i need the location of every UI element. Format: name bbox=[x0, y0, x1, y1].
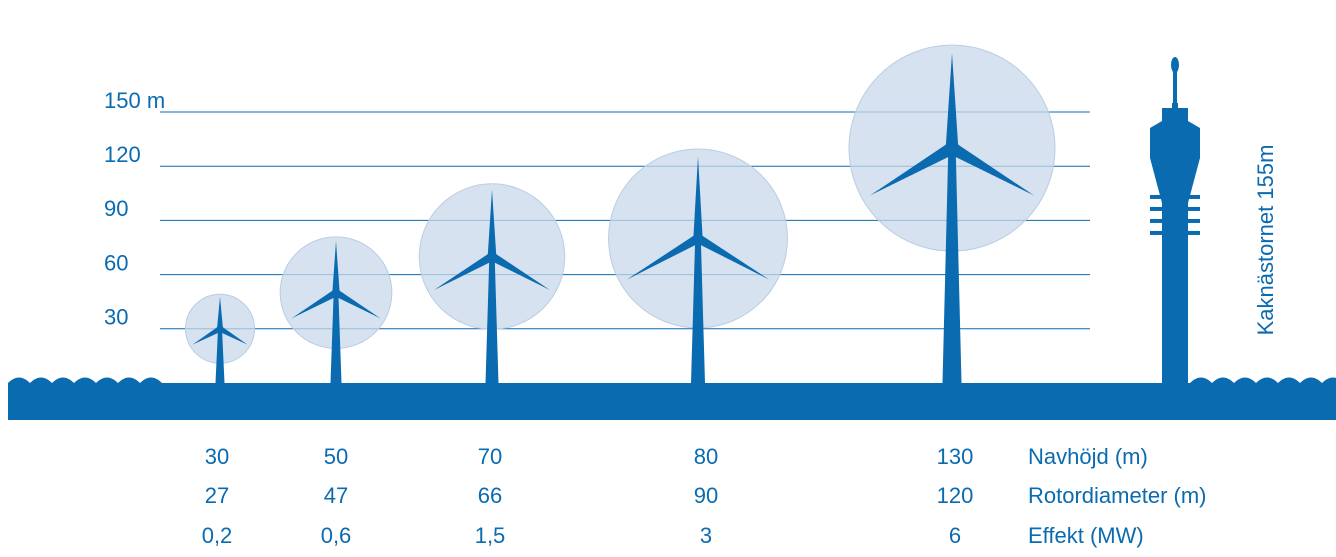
blade bbox=[489, 252, 550, 290]
blade bbox=[291, 289, 338, 319]
blade bbox=[192, 326, 222, 345]
hub bbox=[216, 325, 224, 332]
y-tick-label: 60 bbox=[104, 250, 128, 275]
table-value: 0,2 bbox=[202, 523, 233, 548]
antenna-top bbox=[1171, 56, 1179, 73]
blade bbox=[487, 189, 497, 257]
table-value: 0,6 bbox=[321, 523, 352, 548]
sea bbox=[8, 377, 1336, 420]
table-value: 6 bbox=[949, 523, 961, 548]
y-tick-label: 90 bbox=[104, 196, 128, 221]
antenna bbox=[1173, 57, 1177, 103]
blade bbox=[332, 241, 340, 293]
table-value: 120 bbox=[937, 483, 974, 508]
tower bbox=[1150, 102, 1200, 383]
blade bbox=[626, 234, 701, 280]
mast bbox=[942, 148, 962, 383]
tower-rib bbox=[1150, 218, 1200, 223]
blade bbox=[693, 156, 703, 239]
hub bbox=[487, 251, 497, 262]
mast bbox=[215, 328, 225, 383]
blade bbox=[218, 326, 248, 345]
table-value: 90 bbox=[694, 483, 718, 508]
blade bbox=[434, 252, 495, 290]
table-value: 1,5 bbox=[475, 523, 506, 548]
table-value: 130 bbox=[937, 444, 974, 469]
blade bbox=[945, 53, 959, 149]
blade bbox=[695, 234, 770, 280]
mast bbox=[485, 256, 499, 383]
mast bbox=[330, 292, 342, 383]
row-label: Effekt (MW) bbox=[1028, 523, 1144, 548]
table-value: 3 bbox=[700, 523, 712, 548]
table-value: 30 bbox=[205, 444, 229, 469]
table-value: 66 bbox=[478, 483, 502, 508]
tower-label: Kaknästornet 155m bbox=[1253, 145, 1278, 336]
tower-rib bbox=[1150, 230, 1200, 235]
table-value: 70 bbox=[478, 444, 502, 469]
y-tick-label: 150 m bbox=[104, 88, 165, 113]
hub bbox=[332, 288, 340, 297]
row-label: Rotordiameter (m) bbox=[1028, 483, 1206, 508]
y-tick-label: 30 bbox=[104, 305, 128, 330]
y-tick-label: 120 bbox=[104, 142, 141, 167]
table-value: 27 bbox=[205, 483, 229, 508]
hub bbox=[944, 140, 960, 156]
blade bbox=[217, 297, 223, 329]
blade bbox=[334, 289, 381, 319]
row-label: Navhöjd (m) bbox=[1028, 444, 1148, 469]
tower-rib bbox=[1150, 194, 1200, 199]
table-value: 80 bbox=[694, 444, 718, 469]
mast bbox=[691, 238, 705, 383]
blade bbox=[869, 142, 956, 196]
hub bbox=[692, 233, 704, 244]
tower-rib bbox=[1150, 206, 1200, 211]
blade bbox=[948, 142, 1035, 196]
table-value: 47 bbox=[324, 483, 348, 508]
table-value: 50 bbox=[324, 444, 348, 469]
